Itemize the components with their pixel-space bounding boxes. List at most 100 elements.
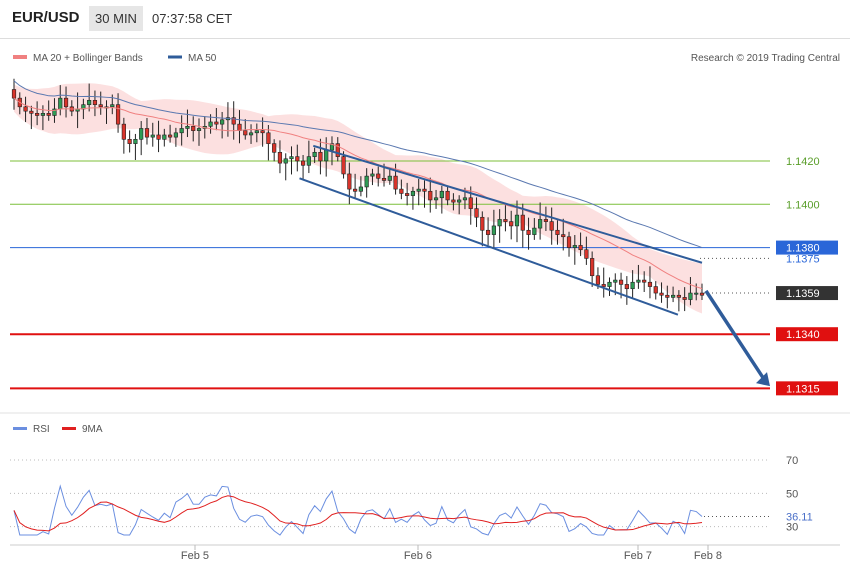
candle-body — [306, 156, 311, 166]
candle-body — [428, 190, 433, 201]
channel-lower-line — [299, 177, 679, 316]
level-1-1420-label: 1.1420 — [786, 156, 820, 168]
candle-body — [682, 297, 687, 300]
price-levels — [10, 160, 770, 390]
candle-body — [260, 130, 265, 134]
candle-body — [387, 175, 392, 181]
candle-body — [474, 208, 479, 218]
candle-body — [196, 128, 202, 131]
candle-body — [468, 197, 473, 209]
candle-body — [514, 214, 520, 227]
candle-body — [173, 132, 178, 138]
rsi-legend-label: RSI — [33, 424, 50, 435]
candle-body — [595, 275, 601, 285]
candle-body — [509, 221, 514, 227]
candle-body — [491, 225, 496, 235]
rsi-line — [13, 484, 703, 536]
ma9-legend-label: 9MA — [82, 424, 103, 435]
candle-body — [243, 130, 248, 136]
timeframe-button[interactable]: 30 MIN — [89, 6, 143, 31]
candle-body — [630, 281, 635, 290]
candle-body — [52, 108, 57, 116]
ma50-line — [13, 80, 703, 249]
candle-body — [127, 138, 132, 144]
candle-body — [485, 229, 491, 235]
candle-body — [58, 97, 63, 110]
candle-body — [35, 113, 40, 116]
rsi-panel: 30 50 70 36.11 — [10, 455, 813, 536]
level-1-1315-label: 1.1315 — [786, 383, 820, 395]
bollinger-legend-swatch — [13, 55, 27, 59]
candle-body — [237, 123, 242, 131]
candle-body — [636, 279, 641, 283]
ma20-line — [13, 97, 703, 290]
candle-body — [538, 219, 543, 229]
candlesticks — [11, 78, 705, 312]
candle-body — [324, 149, 329, 162]
level-1-1400-label: 1.1400 — [786, 199, 820, 211]
candle-body — [277, 151, 283, 164]
candle-body — [526, 229, 531, 235]
level-1-1315-tag — [776, 381, 838, 396]
candle-body — [393, 175, 398, 190]
level-1-1359-label: 1.1359 — [786, 288, 820, 300]
candle-body — [416, 188, 421, 192]
candle-body — [642, 279, 647, 283]
candle-body — [451, 199, 456, 203]
candle-body — [462, 197, 468, 201]
candle-body — [607, 281, 612, 287]
rsi-tick-30: 30 — [786, 522, 798, 534]
candle-body — [618, 279, 624, 285]
candle-body — [647, 281, 653, 287]
candle-body — [40, 113, 45, 116]
candle-body — [295, 156, 300, 162]
candle-body — [549, 221, 554, 231]
candle-body — [659, 292, 664, 296]
clock-readout: 07:37:58 CET — [152, 11, 233, 26]
candle-body — [688, 292, 693, 300]
candle-body — [162, 134, 167, 140]
candle-body — [144, 128, 150, 138]
candle-body — [694, 292, 699, 295]
ma50-legend-swatch — [168, 55, 182, 59]
candle-body — [601, 284, 606, 287]
candle-body — [422, 188, 427, 192]
candle-body — [358, 186, 363, 192]
candle-body — [370, 173, 375, 177]
candle-body — [445, 190, 450, 201]
candle-body — [572, 245, 577, 248]
candle-body — [399, 188, 404, 194]
candle-body — [272, 143, 277, 153]
ma50-legend-label: MA 50 — [188, 53, 217, 64]
candle-body — [23, 106, 28, 112]
candle-body — [503, 219, 508, 222]
level-1-1375-label: 1.1375 — [786, 253, 820, 265]
header-divider — [0, 38, 850, 39]
x-tick-label: Feb 7 — [624, 550, 652, 562]
level-1-1359-tag — [776, 286, 838, 301]
candle-body — [364, 175, 369, 188]
rsi-tick-50: 50 — [786, 488, 798, 500]
candle-body — [46, 113, 51, 116]
channel-upper-line — [312, 144, 703, 264]
candle-body — [248, 132, 254, 136]
candle-body — [110, 104, 115, 108]
candle-body — [220, 119, 225, 125]
rsi-tick-70: 70 — [786, 455, 798, 467]
candle-body — [613, 279, 618, 283]
candle-body — [283, 158, 288, 164]
candle-body — [671, 294, 676, 298]
candle-body — [87, 100, 92, 105]
bollinger-legend-label: MA 20 + Bollinger Bands — [33, 53, 143, 64]
level-1-1380-label: 1.1380 — [786, 243, 820, 255]
candle-body — [676, 294, 681, 298]
level-1-1340-label: 1.1340 — [786, 329, 820, 341]
candle-body — [231, 117, 236, 125]
candle-body — [457, 199, 462, 203]
level-1-1340-tag — [776, 327, 838, 342]
x-tick-label: Feb 5 — [181, 550, 209, 562]
x-axis: Feb 5 Feb 6 Feb 7 Feb 8 — [181, 545, 722, 562]
candle-body — [185, 126, 190, 129]
candle-body — [653, 286, 658, 294]
